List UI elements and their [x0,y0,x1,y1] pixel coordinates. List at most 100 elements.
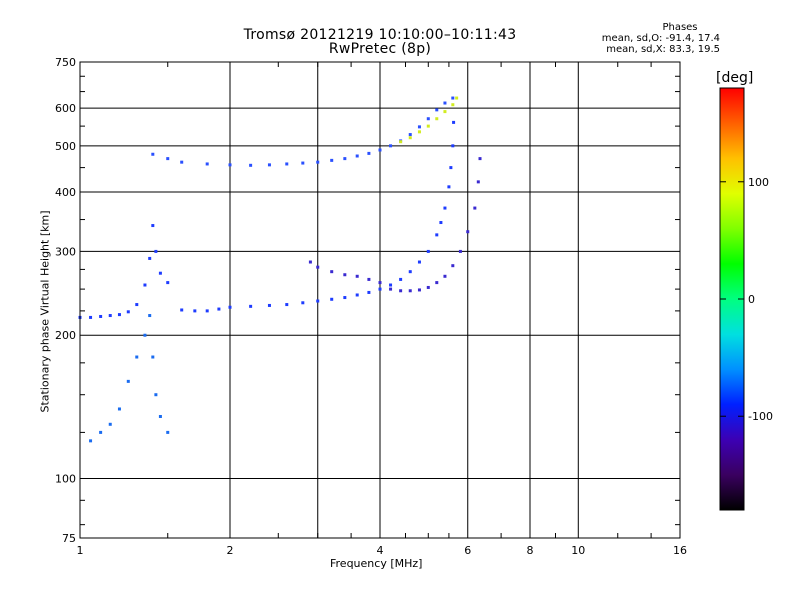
data-point [158,271,162,275]
data-point [158,414,162,418]
x-axis-label: Frequency [MHz] [330,557,423,570]
data-point [449,166,453,170]
phase-legend-o: mean, sd,O: -91.4, 17.4 [601,33,720,44]
data-point [193,309,197,313]
data-point [451,96,455,100]
data-points [78,96,482,443]
data-point [180,160,184,164]
data-point [267,163,271,167]
data-point [439,221,443,225]
data-point [417,130,421,134]
x-tick-label: 10 [571,544,585,557]
data-point [217,307,221,311]
data-point [148,256,152,260]
colorbar-tick-label: -100 [748,410,773,423]
data-point [408,270,412,274]
data-point [435,233,439,237]
data-point [443,206,447,210]
data-point [451,144,455,148]
data-point [426,249,430,253]
x-tick-label: 4 [377,544,384,557]
data-point [166,157,170,161]
data-point [426,285,430,289]
data-point [355,154,359,158]
data-point [316,160,320,164]
phase-legend-x: mean, sd,X: 83.3, 19.5 [606,44,720,55]
y-tick-label: 600 [55,102,76,115]
data-point [443,101,447,105]
data-point [417,125,421,129]
x-tick-label: 6 [464,544,471,557]
data-point [126,310,130,314]
data-point [455,96,459,100]
data-point [466,230,470,234]
phase-legend: Phases mean, sd,O: -91.4, 17.4 mean, sd,… [600,22,720,55]
data-point [473,206,477,210]
data-point [135,303,139,307]
data-point [408,133,412,137]
data-point [154,249,158,253]
data-point [343,273,347,277]
data-point [330,270,334,274]
data-point [285,303,289,307]
data-point [399,140,403,144]
data-point [154,393,158,397]
data-point [267,303,271,307]
chart-title: Tromsø 20121219 10:10:00–10:11:43 [243,27,517,43]
data-point [451,264,455,268]
data-point [408,136,412,140]
data-point [108,314,112,318]
data-point [399,289,403,293]
data-point [378,148,382,152]
data-point [426,117,430,121]
x-tick-label: 2 [227,544,234,557]
data-point [389,287,393,291]
data-point [108,422,112,426]
colorbar-tick-label: 0 [748,293,755,306]
data-point [355,274,359,278]
x-tick-label: 1 [77,544,84,557]
data-point [417,260,421,264]
data-point [443,274,447,278]
data-point [443,110,447,114]
data-point [249,163,253,167]
colorbar-label: [deg] [716,70,753,86]
data-point [367,277,371,281]
data-point [180,308,184,312]
data-point [166,281,170,285]
x-tick-label: 8 [527,544,534,557]
data-point [135,355,139,359]
data-point [143,333,147,337]
data-point [285,162,289,166]
y-tick-label: 300 [55,245,76,258]
colorbar-tick-label: 100 [748,176,769,189]
data-point [447,185,451,189]
data-point [399,277,403,281]
data-point [316,299,320,303]
data-point [148,314,152,318]
data-point [378,287,382,291]
y-tick-label: 100 [55,473,76,486]
data-point [435,281,439,285]
data-point [249,304,253,308]
phase-legend-title: Phases [662,22,698,33]
data-point [117,313,121,317]
data-point [435,108,439,112]
data-point [367,151,371,155]
data-point [316,265,320,269]
data-point [151,152,155,156]
y-tick-label: 200 [55,329,76,342]
data-point [228,163,232,167]
data-point [389,144,393,148]
data-point [408,289,412,293]
data-point [228,305,232,309]
data-point [452,120,456,124]
data-point [126,379,130,383]
y-tick-label: 750 [55,56,76,69]
data-point [99,314,103,318]
data-point [89,439,93,443]
data-point [378,281,382,285]
plot-frame [79,61,681,539]
y-tick-label: 75 [62,532,76,545]
data-point [99,430,103,434]
